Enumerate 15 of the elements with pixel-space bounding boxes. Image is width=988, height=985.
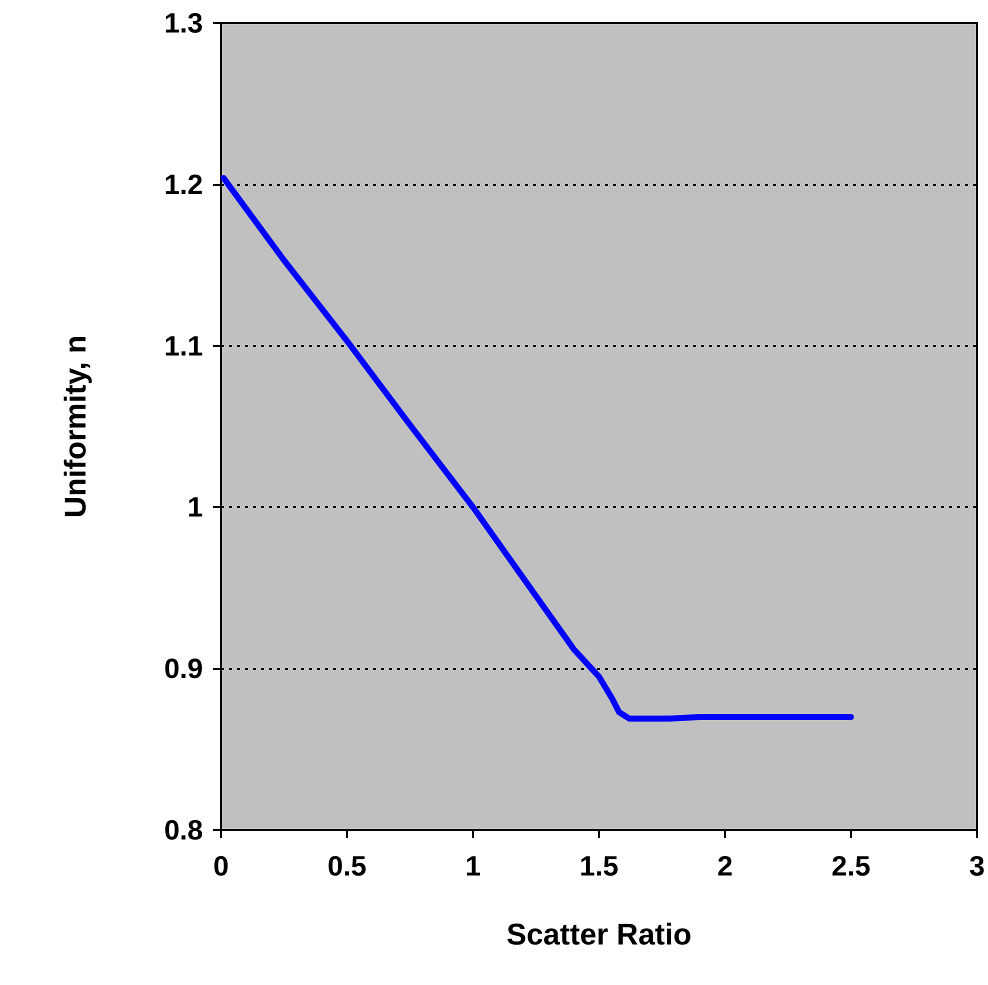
y-tick-label: 1 bbox=[187, 492, 203, 523]
y-tick-label: 1.1 bbox=[164, 330, 203, 362]
y-axis-title: Uniformity, n bbox=[60, 335, 92, 518]
y-tick-label: 0.9 bbox=[164, 653, 203, 684]
x-tick-label: 3 bbox=[969, 850, 985, 882]
y-tick-label: 0.8 bbox=[164, 814, 203, 846]
x-tick-label: 0 bbox=[213, 850, 229, 882]
x-axis-title: Scatter Ratio bbox=[506, 918, 692, 952]
y-tick-label: 1.2 bbox=[164, 168, 203, 200]
y-tick-label: 1.3 bbox=[164, 8, 203, 38]
x-tick-label: 2.5 bbox=[832, 850, 870, 882]
x-tick-label: 1 bbox=[465, 850, 481, 882]
x-tick-label: 1.5 bbox=[580, 850, 618, 882]
x-tick-label: 0.5 bbox=[328, 850, 366, 882]
x-tick-label: 2 bbox=[717, 850, 733, 882]
